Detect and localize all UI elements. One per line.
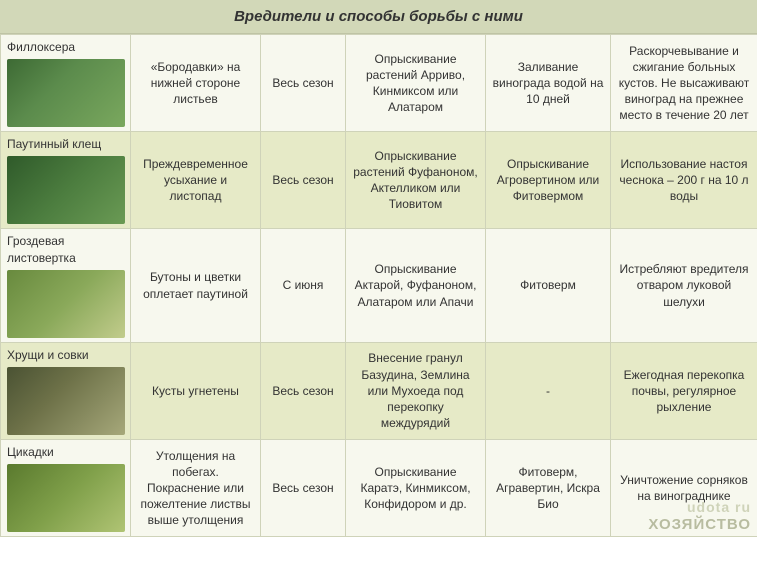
table-row: Хрущи и совки Кусты угнетеныВесь сезонВне…	[1, 342, 757, 439]
period-cell: С июня	[261, 229, 346, 342]
pest-photo	[7, 59, 125, 127]
chemical-cell: Опрыскивание растений Арриво, Кинмиксом …	[346, 35, 486, 132]
pest-photo	[7, 270, 125, 338]
pest-name-cell: Паутинный клещ	[1, 132, 131, 229]
period-cell: Весь сезон	[261, 132, 346, 229]
table-row: Цикадки Утолщения на побегах. Покраснение…	[1, 439, 757, 536]
folk-cell: Уничтожение сорняков на винограднике	[611, 439, 757, 536]
folk-cell: Истребляют вредителя отваром луковой шел…	[611, 229, 757, 342]
folk-cell: Раскорчевывание и сжигание больных кусто…	[611, 35, 757, 132]
symptoms-cell: «Бородавки» на нижней стороне листьев	[131, 35, 261, 132]
chemical-cell: Опрыскивание растений Фуфаноном, Актелли…	[346, 132, 486, 229]
period-cell: Весь сезон	[261, 439, 346, 536]
table-row: Филлоксера «Бородавки» на нижней стороне …	[1, 35, 757, 132]
pest-name-cell: Цикадки	[1, 439, 131, 536]
biological-cell: Фитоверм	[486, 229, 611, 342]
table-title: Вредители и способы борьбы с ними	[0, 0, 757, 34]
biological-cell: Заливание винограда водой на 10 дней	[486, 35, 611, 132]
biological-cell: -	[486, 342, 611, 439]
period-cell: Весь сезон	[261, 342, 346, 439]
chemical-cell: Опрыскивание Каратэ, Кинмиксом, Конфидор…	[346, 439, 486, 536]
biological-cell: Фитоверм, Агравертин, Искра Био	[486, 439, 611, 536]
biological-cell: Опрыскивание Агровертином или Фитовермом	[486, 132, 611, 229]
pest-name-cell: Хрущи и совки	[1, 342, 131, 439]
pest-photo	[7, 464, 125, 532]
chemical-cell: Опрыскивание Актарой, Фуфаноном, Алатаро…	[346, 229, 486, 342]
pest-photo	[7, 156, 125, 224]
symptoms-cell: Утолщения на побегах. Покраснение или по…	[131, 439, 261, 536]
pest-name: Хрущи и совки	[7, 347, 126, 363]
table-row: Гроздевая листоверткаБутоны и цветки опл…	[1, 229, 757, 342]
symptoms-cell: Кусты угнетены	[131, 342, 261, 439]
symptoms-cell: Преждевременное усыхание и листопад	[131, 132, 261, 229]
pest-name-cell: Гроздевая листовертка	[1, 229, 131, 342]
pest-name: Паутинный клещ	[7, 136, 126, 152]
folk-cell: Использование настоя чеснока – 200 г на …	[611, 132, 757, 229]
table-row: Паутинный клещ Преждевременное усыхание и…	[1, 132, 757, 229]
pest-photo	[7, 367, 125, 435]
pest-table: Филлоксера «Бородавки» на нижней стороне …	[0, 34, 757, 537]
symptoms-cell: Бутоны и цветки оплетает паутиной	[131, 229, 261, 342]
chemical-cell: Внесение гранул Базудина, Землина или Му…	[346, 342, 486, 439]
pest-name: Гроздевая листовертка	[7, 233, 126, 265]
pest-name-cell: Филлоксера	[1, 35, 131, 132]
period-cell: Весь сезон	[261, 35, 346, 132]
pest-name: Цикадки	[7, 444, 126, 460]
pest-name: Филлоксера	[7, 39, 126, 55]
folk-cell: Ежегодная перекопка почвы, регулярное ры…	[611, 342, 757, 439]
